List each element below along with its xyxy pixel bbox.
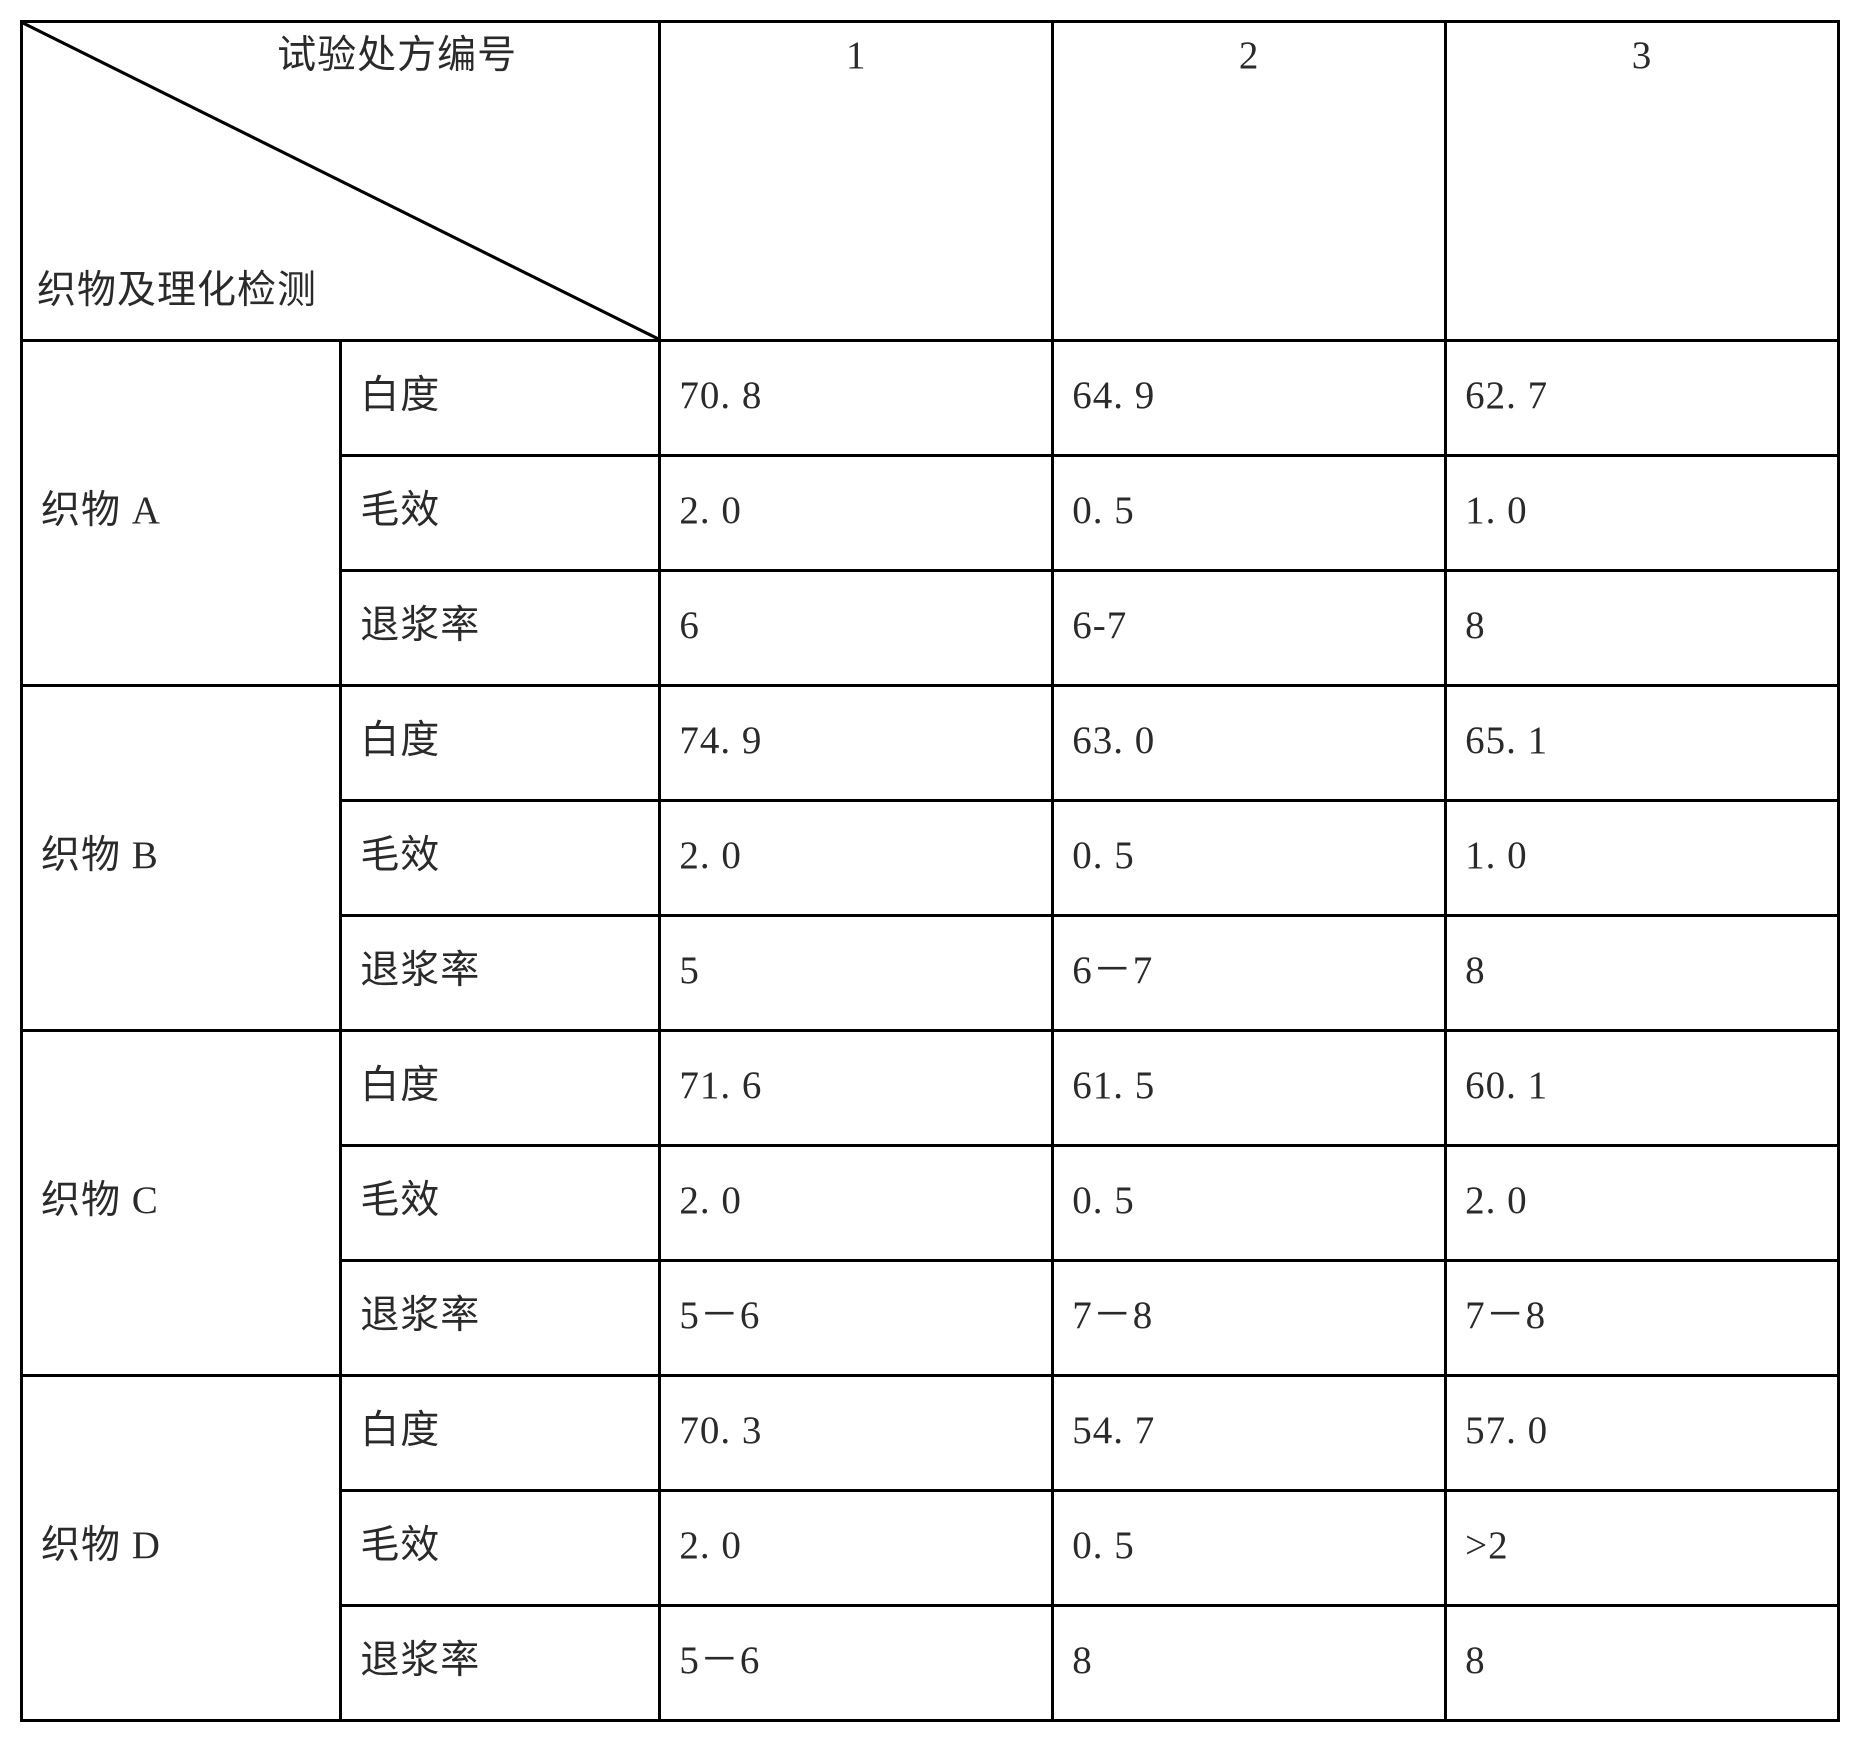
value-cell: 8 xyxy=(1446,1606,1839,1721)
value-cell: 7－8 xyxy=(1446,1261,1839,1376)
metric-name-cell: 白度 xyxy=(341,1031,660,1146)
metric-name-cell: 退浆率 xyxy=(341,571,660,686)
value-cell: 57. 0 xyxy=(1446,1376,1839,1491)
table-header-row: 试验处方编号 织物及理化检测 1 2 3 xyxy=(22,22,1839,341)
value-cell: 1. 0 xyxy=(1446,801,1839,916)
value-cell: 6-7 xyxy=(1053,571,1446,686)
value-cell: 5－6 xyxy=(660,1261,1053,1376)
metric-name-cell: 毛效 xyxy=(341,1146,660,1261)
value-cell: 0. 5 xyxy=(1053,801,1446,916)
header-col-2: 2 xyxy=(1053,22,1446,341)
value-cell: 1. 0 xyxy=(1446,456,1839,571)
value-cell: 63. 0 xyxy=(1053,686,1446,801)
header-bottom-label: 织物及理化检测 xyxy=(37,268,317,315)
table-row: 织物 A白度70. 864. 962. 7 xyxy=(22,341,1839,456)
value-cell: 61. 5 xyxy=(1053,1031,1446,1146)
value-cell: 8 xyxy=(1446,571,1839,686)
value-cell: 54. 7 xyxy=(1053,1376,1446,1491)
value-cell: 6－7 xyxy=(1053,916,1446,1031)
experiment-results-table: 试验处方编号 织物及理化检测 1 2 3 织物 A白度70. 864. 962.… xyxy=(20,20,1840,1722)
table-row: 织物 D白度70. 354. 757. 0 xyxy=(22,1376,1839,1491)
metric-name-cell: 白度 xyxy=(341,1376,660,1491)
value-cell: 64. 9 xyxy=(1053,341,1446,456)
value-cell: 5 xyxy=(660,916,1053,1031)
value-cell: >2 xyxy=(1446,1491,1839,1606)
value-cell: 0. 5 xyxy=(1053,1491,1446,1606)
metric-name-cell: 退浆率 xyxy=(341,916,660,1031)
value-cell: 2. 0 xyxy=(660,1146,1053,1261)
metric-name-cell: 退浆率 xyxy=(341,1261,660,1376)
value-cell: 65. 1 xyxy=(1446,686,1839,801)
value-cell: 70. 8 xyxy=(660,341,1053,456)
value-cell: 8 xyxy=(1446,916,1839,1031)
metric-name-cell: 毛效 xyxy=(341,1491,660,1606)
value-cell: 5－6 xyxy=(660,1606,1053,1721)
value-cell: 8 xyxy=(1053,1606,1446,1721)
value-cell: 7－8 xyxy=(1053,1261,1446,1376)
metric-name-cell: 退浆率 xyxy=(341,1606,660,1721)
fabric-name-cell: 织物 C xyxy=(22,1031,341,1376)
value-cell: 70. 3 xyxy=(660,1376,1053,1491)
value-cell: 71. 6 xyxy=(660,1031,1053,1146)
value-cell: 2. 0 xyxy=(660,456,1053,571)
value-cell: 2. 0 xyxy=(660,801,1053,916)
value-cell: 2. 0 xyxy=(1446,1146,1839,1261)
header-col-1: 1 xyxy=(660,22,1053,341)
header-col-3: 3 xyxy=(1446,22,1839,341)
metric-name-cell: 毛效 xyxy=(341,801,660,916)
metric-name-cell: 白度 xyxy=(341,686,660,801)
value-cell: 6 xyxy=(660,571,1053,686)
fabric-name-cell: 织物 D xyxy=(22,1376,341,1721)
value-cell: 0. 5 xyxy=(1053,456,1446,571)
metric-name-cell: 白度 xyxy=(341,341,660,456)
value-cell: 0. 5 xyxy=(1053,1146,1446,1261)
table-row: 织物 B白度74. 963. 065. 1 xyxy=(22,686,1839,801)
fabric-name-cell: 织物 B xyxy=(22,686,341,1031)
diagonal-header-cell: 试验处方编号 织物及理化检测 xyxy=(22,22,660,341)
value-cell: 60. 1 xyxy=(1446,1031,1839,1146)
fabric-name-cell: 织物 A xyxy=(22,341,341,686)
table-row: 织物 C白度71. 661. 560. 1 xyxy=(22,1031,1839,1146)
value-cell: 62. 7 xyxy=(1446,341,1839,456)
metric-name-cell: 毛效 xyxy=(341,456,660,571)
header-top-label: 试验处方编号 xyxy=(277,33,644,80)
value-cell: 74. 9 xyxy=(660,686,1053,801)
value-cell: 2. 0 xyxy=(660,1491,1053,1606)
